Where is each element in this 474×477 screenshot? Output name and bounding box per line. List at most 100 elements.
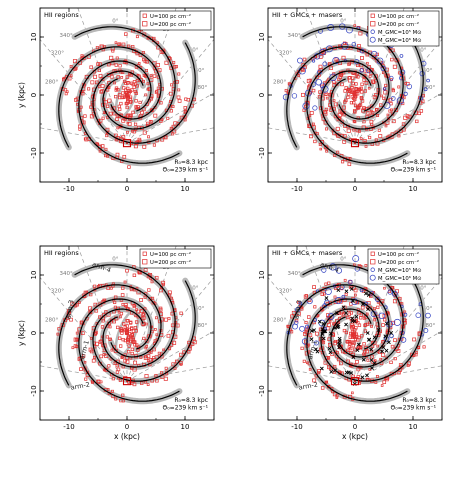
maser-marker — [344, 289, 349, 294]
gmc-marker — [380, 65, 386, 72]
hii-marker — [127, 380, 131, 384]
bar-outline — [342, 309, 368, 357]
hii-marker — [124, 81, 128, 85]
hii-marker — [117, 95, 122, 100]
hii-marker — [175, 80, 180, 84]
hii-marker — [333, 295, 337, 299]
legend-marker-hii-small — [370, 251, 375, 256]
x-tick-label: 0 — [125, 185, 129, 193]
hii-marker — [97, 62, 102, 67]
maser-marker — [360, 375, 365, 380]
hii-marker — [370, 344, 375, 349]
hii-marker — [107, 62, 111, 67]
x-tick-label: 10 — [409, 185, 418, 193]
maser-marker — [389, 330, 394, 335]
parameter-annotation: Θ₀=239 km s⁻¹ — [163, 167, 209, 174]
hii-marker — [381, 71, 385, 75]
hii-marker — [340, 82, 344, 87]
longitude-line — [126, 92, 214, 144]
hii-marker — [386, 113, 390, 117]
hii-marker — [407, 114, 412, 119]
hii-marker — [71, 346, 75, 350]
sun-marker — [350, 377, 360, 386]
x-tick-label: -10 — [291, 185, 302, 193]
hii-marker — [127, 344, 131, 348]
longitude-label: 280° — [273, 79, 286, 85]
legend-box — [367, 10, 440, 47]
hii-marker — [133, 89, 137, 94]
hii-marker — [353, 120, 357, 124]
hii-marker — [344, 330, 349, 335]
hii-marker — [132, 85, 136, 89]
hii-marker — [106, 286, 110, 290]
hii-marker — [75, 337, 79, 341]
hii-marker — [133, 326, 138, 330]
gmc-marker — [393, 318, 401, 326]
hii-marker — [119, 315, 122, 319]
hii-marker — [176, 95, 181, 100]
longitude-label: 320° — [279, 288, 292, 294]
hii-marker — [370, 122, 374, 126]
hii-marker — [351, 391, 354, 395]
gmc-marker — [319, 48, 326, 56]
hii-marker — [119, 311, 124, 316]
longitude-label: 60° — [195, 68, 205, 74]
hii-marker — [101, 116, 105, 120]
hii-marker — [364, 145, 368, 148]
hii-marker — [341, 105, 346, 110]
y-tick-label: 0 — [258, 93, 266, 97]
hii-marker — [122, 322, 126, 326]
legend-marker-hii-small — [142, 13, 147, 18]
hii-marker — [95, 142, 99, 146]
hii-marker — [125, 105, 129, 110]
legend-marker-hii-large — [142, 259, 148, 265]
hii-marker — [362, 74, 367, 79]
hii-marker — [318, 55, 323, 59]
hii-marker — [113, 81, 116, 85]
hii-marker — [332, 341, 337, 346]
hii-marker — [114, 94, 118, 99]
hii-marker — [114, 397, 118, 401]
hii-marker — [97, 68, 101, 73]
legend-entry: M_GMC=10⁵ M⊙ — [378, 267, 422, 274]
hii-marker — [81, 91, 85, 96]
hii-marker — [383, 286, 386, 290]
hii-marker — [324, 381, 328, 384]
hii-marker — [347, 62, 351, 66]
hii-marker — [100, 77, 105, 81]
hii-marker — [134, 314, 137, 318]
hii-marker — [118, 107, 122, 111]
hii-marker — [175, 323, 180, 328]
hii-marker — [392, 299, 398, 304]
hii-marker — [133, 360, 138, 365]
longitude-label: 320° — [51, 50, 64, 56]
hii-marker — [332, 364, 337, 369]
hii-marker — [375, 375, 379, 378]
hii-marker — [349, 346, 353, 351]
longitude-label: 40° — [189, 286, 199, 292]
hii-marker — [120, 293, 125, 297]
hii-marker — [358, 103, 363, 107]
hii-marker — [354, 82, 358, 86]
gmc-marker — [305, 324, 309, 329]
hii-marker — [150, 280, 154, 284]
hii-marker — [95, 80, 99, 85]
hii-marker — [328, 320, 332, 323]
gmc-marker — [302, 102, 310, 110]
gmc-marker — [292, 323, 298, 330]
gmc-marker — [352, 255, 360, 263]
hii-marker — [113, 305, 117, 309]
hii-marker — [115, 114, 120, 118]
maser-marker — [315, 349, 320, 354]
hii-marker — [159, 371, 164, 375]
hii-marker — [353, 24, 357, 27]
gmc-marker — [282, 94, 290, 101]
hii-marker — [374, 380, 378, 384]
hii-marker — [64, 92, 68, 96]
hii-marker — [154, 275, 159, 280]
maser-marker — [321, 336, 326, 341]
hii-marker — [108, 111, 113, 116]
hii-marker — [315, 331, 319, 336]
legend-marker-gmc-large — [369, 36, 376, 43]
